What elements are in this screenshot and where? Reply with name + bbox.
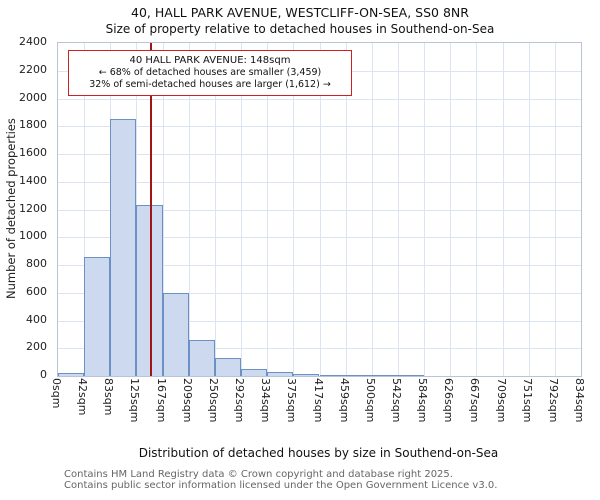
x-tick-label: 250sqm [206, 378, 220, 423]
x-tick-label: 667sqm [468, 378, 482, 423]
histogram-bar [84, 256, 111, 376]
y-tick-label: 400 [26, 312, 47, 326]
x-tick-label: 292sqm [233, 378, 247, 423]
histogram-bar [58, 372, 85, 376]
histogram-bar [371, 375, 398, 376]
histogram-bar [241, 369, 268, 376]
x-tick-label: 417sqm [311, 378, 325, 423]
x-tick-label: 542sqm [389, 378, 403, 423]
histogram-bar [162, 292, 189, 376]
histogram-bar [110, 119, 137, 376]
annotation-line-1: 40 HALL PARK AVENUE: 148sqm [129, 55, 291, 66]
gridline-vertical [502, 43, 504, 376]
x-tick-label: 0sqm [50, 378, 63, 409]
gridline-vertical [188, 43, 190, 376]
chart-title: 40, HALL PARK AVENUE, WESTCLIFF-ON-SEA, … [131, 5, 469, 20]
x-tick-label: 834sqm [573, 378, 586, 423]
gridline-vertical [84, 43, 86, 376]
histogram-bar [345, 374, 372, 376]
gridline-vertical [214, 43, 216, 376]
x-tick-label: 792sqm [546, 378, 560, 423]
histogram-bar [267, 371, 294, 376]
x-tick-label: 125sqm [128, 378, 142, 423]
x-tick-label: 709sqm [494, 378, 508, 423]
annotation-line-3: 32% of semi-detached houses are larger (… [89, 79, 331, 90]
property-size-marker-line [149, 43, 152, 376]
annotation-line-2: ← 68% of detached houses are smaller (3,… [98, 67, 322, 78]
chart-subtitle: Size of property relative to detached ho… [105, 22, 495, 36]
x-axis-label: Distribution of detached houses by size … [138, 446, 499, 460]
y-tick-label: 200 [26, 340, 47, 354]
y-tick-label: 1600 [19, 146, 47, 159]
histogram-bar [136, 205, 163, 376]
footer-attribution-line-1: Contains HM Land Registry data © Crown c… [64, 469, 453, 480]
y-tick-label: 1200 [19, 201, 47, 215]
gridline-vertical [162, 43, 164, 376]
x-tick-label: 42sqm [76, 378, 90, 416]
y-tick-label: 0 [40, 368, 47, 381]
gridline-vertical [450, 43, 452, 376]
y-tick-label: 1800 [19, 118, 47, 132]
y-tick-label: 800 [26, 257, 47, 270]
y-tick-label: 2000 [19, 90, 47, 104]
gridline-vertical [267, 43, 269, 376]
gridline-vertical [424, 43, 426, 376]
y-tick-label: 600 [26, 284, 47, 298]
y-axis-tick-labels: 0 200 400 600 800 1000 1200 1400 1600 1800 2000 220… [0, 36, 52, 381]
x-axis-tick-labels: 0sqm 42sqm 83sqm 125sqm 167sqm 209sqm 250sqm 29… [50, 378, 586, 442]
x-tick-label: 584sqm [416, 378, 430, 423]
gridline-vertical [293, 43, 295, 376]
x-tick-label: 167sqm [154, 378, 168, 423]
annotation-box: 40 HALL PARK AVENUE: 148sqm ← 68% of det… [68, 50, 352, 96]
gridline-vertical [371, 43, 373, 376]
x-tick-label: 375sqm [285, 378, 299, 423]
plot-area: 40 HALL PARK AVENUE: 148sqm ← 68% of det… [57, 42, 582, 377]
y-tick-label: 1000 [19, 229, 47, 243]
x-tick-label: 751sqm [520, 378, 534, 423]
histogram-bar [214, 357, 242, 376]
x-tick-label: 500sqm [363, 378, 377, 423]
gridline-vertical [528, 43, 530, 376]
gridline-vertical [554, 43, 556, 376]
x-tick-label: 334sqm [259, 378, 273, 423]
histogram-bar [293, 373, 320, 376]
x-tick-label: 626sqm [442, 378, 456, 423]
footer-attribution-line-2: Contains public sector information licen… [64, 480, 498, 491]
histogram-bar [397, 375, 425, 376]
histogram-bar [319, 374, 346, 376]
y-tick-label: 2200 [19, 62, 47, 76]
gridline-vertical [319, 43, 321, 376]
y-tick-label: 1400 [19, 173, 47, 187]
gridline-vertical [397, 43, 399, 376]
x-tick-label: 459sqm [337, 378, 351, 423]
gridline-vertical [241, 43, 243, 376]
gridline-vertical [345, 43, 347, 376]
x-tick-label: 83sqm [102, 378, 116, 416]
x-tick-label: 209sqm [180, 378, 194, 423]
histogram-bar [188, 339, 215, 376]
gridline-vertical [476, 43, 478, 376]
y-tick-label: 2400 [19, 35, 47, 48]
